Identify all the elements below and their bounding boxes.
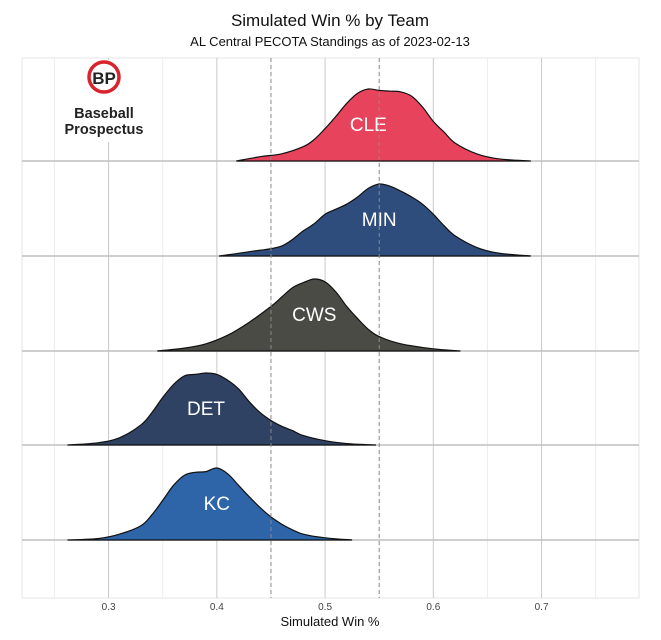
ridge-kc (67, 467, 353, 541)
ridge-det (67, 372, 377, 446)
logo-initials: BP (92, 69, 116, 88)
x-tick-label-1: 0.4 (210, 602, 224, 613)
chart-subtitle: AL Central PECOTA Standings as of 2023-0… (190, 34, 470, 49)
ridge-cle (236, 88, 531, 162)
logo-line-1: Baseball (74, 106, 134, 122)
ridge-label-cle: CLE (350, 115, 387, 136)
bp-logo-ring-icon (87, 60, 121, 94)
x-axis-label: Simulated Win % (281, 614, 380, 629)
chart-title: Simulated Win % by Team (231, 11, 429, 30)
x-tick-label-4: 0.7 (535, 602, 549, 613)
ridge-label-det: DET (187, 399, 225, 420)
logo-line-2: Prospectus (65, 122, 144, 138)
x-tick-label-3: 0.6 (426, 602, 440, 613)
x-tick-label-2: 0.5 (318, 602, 332, 613)
ridge-label-kc: KC (204, 494, 230, 515)
ridge-label-cws: CWS (292, 305, 336, 326)
x-axis-ticks: 0.3 0.4 0.5 0.6 0.7 (102, 602, 549, 613)
reference-lines (270, 58, 380, 598)
x-tick-label-0: 0.3 (102, 602, 116, 613)
ridge-cws (157, 278, 461, 352)
baseball-prospectus-logo: BP Baseball Prospectus (62, 60, 148, 142)
ridge-min (218, 183, 531, 257)
